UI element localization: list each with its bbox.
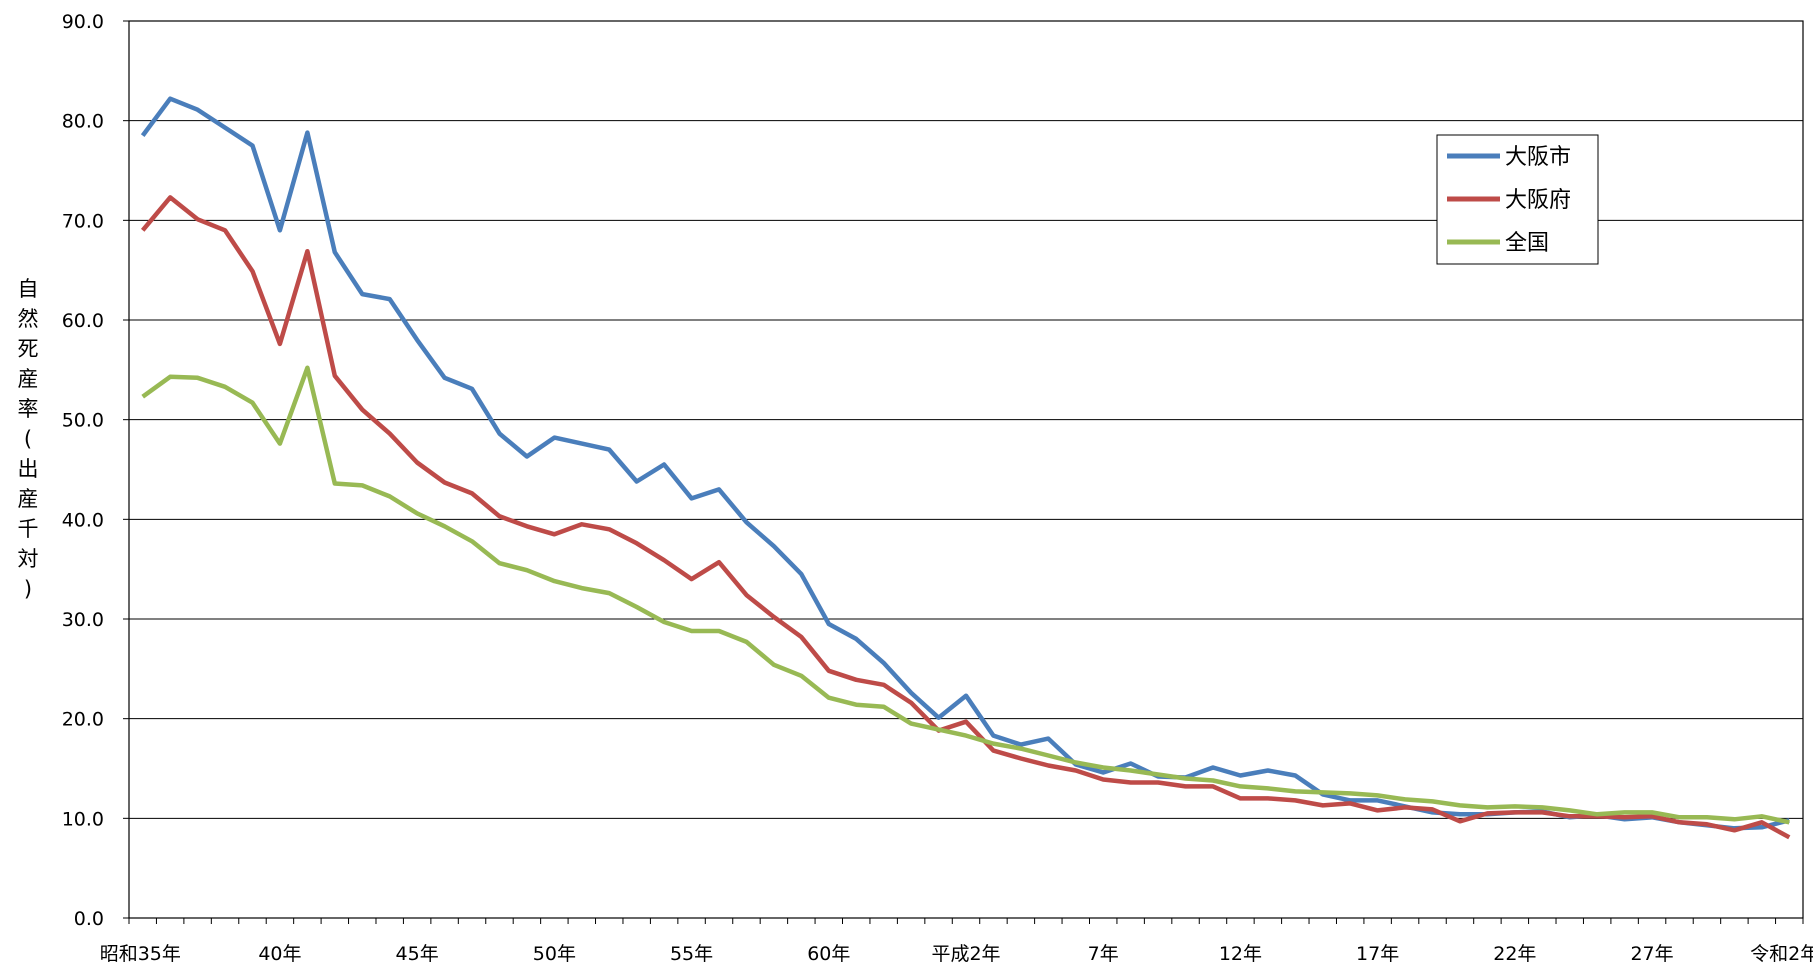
- x-tick-label: 昭和35年: [100, 943, 181, 965]
- x-tick-label: 55年: [670, 943, 713, 965]
- x-tick-label: 7年: [1088, 943, 1119, 965]
- series-line-1: [140, 195, 1791, 840]
- x-tick-label: 17年: [1356, 943, 1399, 965]
- x-axis: 昭和35年 40年 45年 50年 55年 60年 平成2年 7年 12年 17年 22年 27年 令和…: [100, 918, 1813, 965]
- y-tick-label: 30.0: [62, 609, 104, 631]
- y-tick-label: 90.0: [62, 11, 104, 33]
- y-tick-label: 40.0: [62, 509, 104, 531]
- x-tick-label: 平成2年: [931, 943, 1000, 965]
- y-tick-label: 70.0: [62, 210, 104, 232]
- y-tick-label: 80.0: [62, 111, 104, 133]
- y-tick-label: 10.0: [62, 808, 104, 830]
- x-tick-label: 40年: [258, 943, 301, 965]
- legend-label-osaka-pref: 大阪府: [1505, 188, 1571, 213]
- legend-label-national: 全国: [1505, 231, 1549, 256]
- x-tick-label: 12年: [1219, 943, 1262, 965]
- gridlines: [129, 120, 1803, 819]
- x-tick-label: 令和2年: [1750, 943, 1813, 965]
- x-tick-label: 22年: [1493, 943, 1536, 965]
- plot-area-border: [128, 20, 1804, 919]
- y-axis-label: 自然死産率(出産千対): [18, 277, 39, 601]
- y-tick-label: 50.0: [62, 410, 104, 432]
- x-tick-label: 50年: [533, 943, 576, 965]
- y-tick-label: 20.0: [62, 709, 104, 731]
- series-line-2: [141, 365, 1790, 825]
- x-tick-label: 60年: [807, 943, 850, 965]
- series-lines: [140, 96, 1791, 840]
- legend: 大阪市 大阪府 全国: [1436, 134, 1599, 265]
- y-tick-label: 0.0: [74, 908, 104, 930]
- y-tick-label: 60.0: [62, 310, 104, 332]
- y-axis: 0.0 10.0 20.0 30.0 40.0 50.0 60.0 70.0 80.0 90.0: [62, 11, 129, 930]
- x-tick-label: 27年: [1630, 943, 1673, 965]
- x-tick-label: 45年: [396, 943, 439, 965]
- legend-label-osaka-city: 大阪市: [1505, 145, 1571, 170]
